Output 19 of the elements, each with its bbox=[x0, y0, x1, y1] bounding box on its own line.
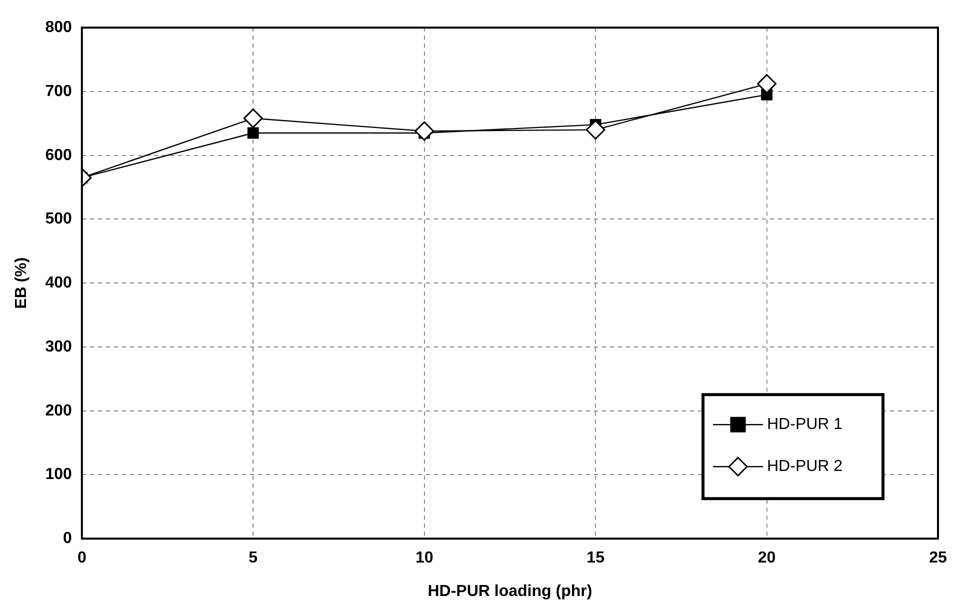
x-axis-title: HD-PUR loading (phr) bbox=[428, 582, 592, 600]
y-tick-label: 100 bbox=[45, 466, 72, 484]
y-tick-label: 800 bbox=[45, 19, 72, 36]
x-tick-label: 20 bbox=[758, 550, 776, 567]
legend-label: HD-PUR 2 bbox=[767, 458, 843, 476]
y-tick-label: 400 bbox=[45, 274, 72, 292]
y-tick-label: 700 bbox=[45, 82, 72, 100]
y-tick-label: 500 bbox=[45, 210, 72, 228]
y-tick-label: 0 bbox=[62, 530, 72, 548]
y-tick-label: 300 bbox=[45, 338, 72, 356]
y-tick-label: 600 bbox=[45, 146, 72, 164]
x-tick-label: 5 bbox=[248, 550, 258, 567]
x-tick-label: 15 bbox=[586, 550, 605, 567]
y-axis-title: EB (%) bbox=[13, 257, 30, 309]
legend-label: HD-PUR 1 bbox=[767, 416, 843, 434]
y-tick-label: 200 bbox=[45, 402, 72, 420]
x-tick-label: 10 bbox=[415, 550, 434, 567]
x-tick-label: 0 bbox=[77, 550, 86, 567]
x-tick-label: 25 bbox=[929, 550, 947, 567]
